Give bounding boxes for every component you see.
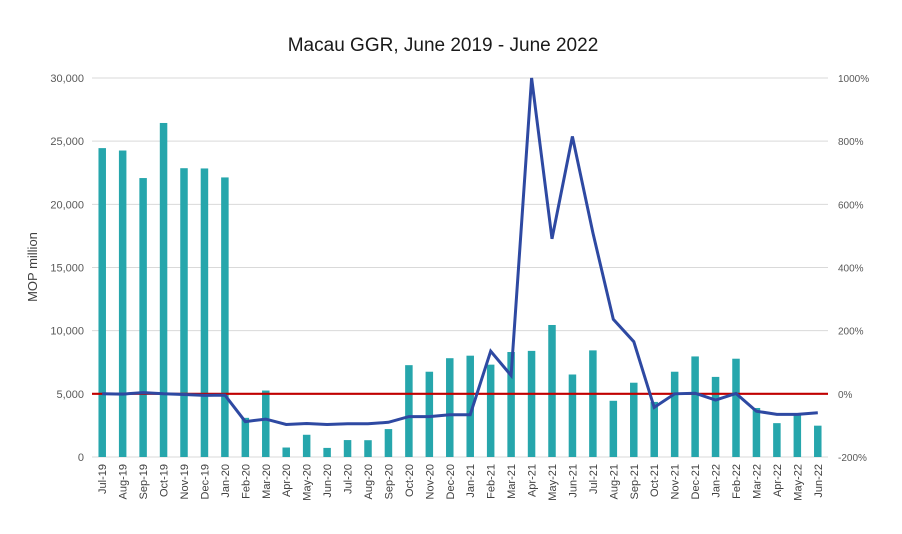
bar <box>425 371 434 457</box>
x-tick-label: Jun-20 <box>322 464 334 498</box>
bar <box>200 168 209 458</box>
bar <box>323 447 331 457</box>
y-axis-ticks: 0 5,000 10,000 15,000 20,000 25,000 30,000 <box>50 73 84 464</box>
bar <box>732 358 740 457</box>
bar <box>527 350 536 457</box>
bar <box>609 400 618 457</box>
bar <box>446 358 454 457</box>
y2-tick-label: 1000% <box>838 74 869 85</box>
bar <box>711 376 720 457</box>
x-tick-label: Oct-21 <box>649 464 661 497</box>
bar <box>118 150 127 458</box>
x-tick-label: Apr-20 <box>281 464 293 497</box>
bar <box>752 407 761 457</box>
bar <box>650 401 658 457</box>
x-tick-label: Nov-21 <box>670 464 682 499</box>
bar <box>814 425 822 457</box>
y-tick-label: 0 <box>78 452 84 464</box>
x-tick-label: Apr-22 <box>772 464 784 497</box>
bar <box>691 356 699 457</box>
bar <box>548 324 556 457</box>
x-tick-label: Jul-19 <box>97 464 109 494</box>
x-tick-label: May-21 <box>547 464 559 501</box>
x-tick-label: Jun-22 <box>813 464 825 498</box>
x-tick-label: May-20 <box>302 464 314 501</box>
x-tick-label: Oct-20 <box>404 464 416 497</box>
x-tick-label: Dec-19 <box>199 464 211 499</box>
bar <box>221 177 229 458</box>
y2-tick-label: -200% <box>838 453 867 464</box>
y-tick-label: 15,000 <box>50 263 84 275</box>
bar <box>793 414 802 457</box>
x-tick-label: Jul-20 <box>343 464 355 494</box>
x-tick-label: Oct-19 <box>159 464 171 497</box>
y2-tick-label: 0% <box>838 390 853 401</box>
bar <box>486 364 495 457</box>
y2-tick-label: 800% <box>838 137 864 148</box>
y-tick-label: 30,000 <box>50 73 84 85</box>
x-tick-label: May-22 <box>792 464 804 501</box>
x-tick-label: Mar-20 <box>261 464 273 499</box>
bar <box>343 440 352 457</box>
x-tick-label: Sep-20 <box>383 464 395 499</box>
bar <box>241 417 250 457</box>
bar <box>568 374 577 457</box>
x-tick-label: Feb-22 <box>731 464 743 499</box>
x-tick-label: Aug-20 <box>363 464 375 499</box>
x-tick-label: Mar-21 <box>506 464 518 499</box>
bar <box>589 350 597 457</box>
y-tick-label: 5,000 <box>56 389 84 401</box>
lines <box>92 77 828 427</box>
bars <box>98 122 822 458</box>
x-tick-label: Apr-21 <box>527 464 539 497</box>
bar <box>159 122 168 457</box>
x-tick-label: Aug-21 <box>608 464 620 499</box>
x-axis-ticks: Jul-19 Aug-19 Sep-19 Oct-19 Nov-19 Dec-19 Jan-… <box>97 464 825 501</box>
x-tick-label: Jun-21 <box>567 464 579 498</box>
bar <box>507 352 515 457</box>
y-tick-label: 10,000 <box>50 326 84 338</box>
x-tick-label: Nov-20 <box>424 464 436 499</box>
bar <box>282 447 290 457</box>
y-axis-label: MOP million <box>25 232 40 302</box>
x-tick-label: Mar-22 <box>751 464 763 499</box>
y-tick-label: 25,000 <box>50 136 84 148</box>
y2-axis-ticks: -200% 0% 200% 400% 600% 800% 1000% <box>838 74 869 464</box>
bar <box>405 365 413 457</box>
y2-tick-label: 600% <box>838 200 864 211</box>
bar <box>98 148 106 458</box>
x-tick-label: Feb-20 <box>240 464 252 499</box>
x-tick-label: Nov-19 <box>179 464 191 499</box>
y2-tick-label: 400% <box>838 264 864 275</box>
yoy-line <box>102 77 818 427</box>
bar <box>384 429 393 457</box>
x-tick-label: Dec-20 <box>445 464 457 499</box>
x-tick-label: Sep-19 <box>138 464 150 499</box>
bar <box>466 355 474 457</box>
x-tick-label: Jan-20 <box>220 464 232 498</box>
x-tick-label: Dec-21 <box>690 464 702 499</box>
y-tick-label: 20,000 <box>50 199 84 211</box>
chart-title: Macau GGR, June 2019 - June 2022 <box>288 35 599 56</box>
bar <box>302 434 311 457</box>
bar <box>262 390 270 457</box>
y2-tick-label: 200% <box>838 327 864 338</box>
x-tick-label: Sep-21 <box>629 464 641 499</box>
bar <box>180 168 188 457</box>
bar <box>670 371 679 457</box>
x-tick-label: Jan-21 <box>465 464 477 498</box>
x-tick-label: Jul-21 <box>588 464 600 494</box>
bar <box>630 382 638 457</box>
bar <box>139 178 147 457</box>
x-tick-label: Jan-22 <box>711 464 723 498</box>
x-tick-label: Feb-21 <box>486 464 498 499</box>
bar <box>364 440 372 457</box>
bar <box>773 423 781 457</box>
x-tick-label: Aug-19 <box>118 464 130 499</box>
